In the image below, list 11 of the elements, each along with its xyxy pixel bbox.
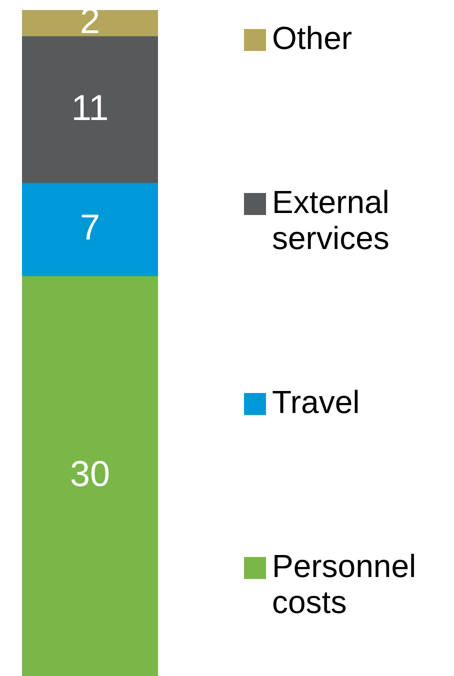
legend-label: External services [272, 184, 390, 256]
data-label: 30 [70, 453, 110, 494]
bar [22, 276, 158, 676]
legend-label: Travel [272, 384, 360, 420]
data-label: 11 [71, 86, 109, 128]
bar [22, 10, 158, 37]
bar [22, 182, 158, 277]
legend-label: Other [272, 20, 352, 56]
bar [22, 36, 158, 184]
legend-label: Personnel costs [272, 548, 418, 620]
data-label: 7 [80, 206, 100, 248]
